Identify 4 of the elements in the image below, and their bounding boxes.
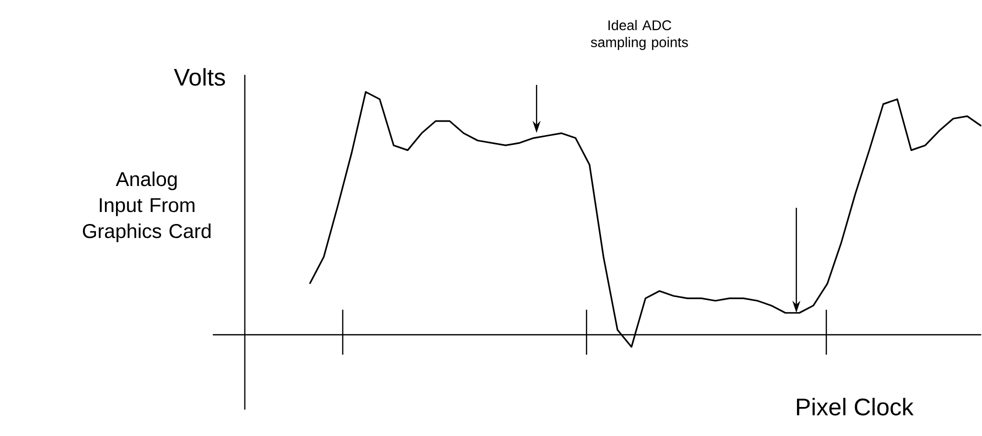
text: Ideal ADC sampling points (590, 20, 688, 50)
chart-title: Volts (174, 68, 225, 86)
y-axis-title: Analog Input From Graphics Card (82, 172, 211, 242)
x-axis-title: Pixel Clock (796, 398, 914, 416)
